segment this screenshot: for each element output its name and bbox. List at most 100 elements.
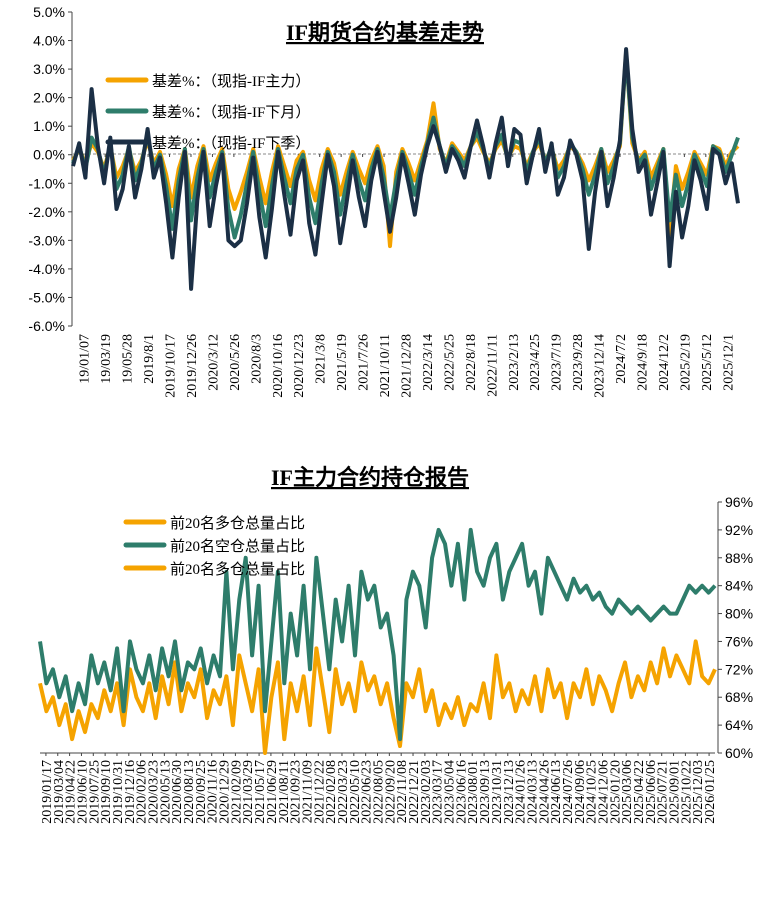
x-tick-label: 2020/02/06 — [135, 760, 150, 824]
x-tick-label: 2022/02/08 — [324, 760, 339, 824]
x-tick-label: 2019/06/10 — [75, 760, 90, 824]
y-tick-label: -1.0% — [28, 175, 65, 191]
y-tick-label: 68% — [725, 689, 753, 705]
y-tick-label: 92% — [725, 522, 753, 538]
basis-legend: 基差%：（现指-IF主力） 基差%：（现指-IF下月） 基差%：（现指-IF下季） — [105, 73, 310, 152]
x-tick-label: 2025/04/22 — [632, 760, 647, 824]
x-tick-label: 2023/9/28 — [571, 334, 586, 391]
y-tick-label: 60% — [725, 745, 753, 761]
x-tick-label: 2021/09/23 — [289, 760, 304, 824]
legend-label-1: 前20名多仓总量占比 — [170, 515, 305, 532]
x-tick-label: 2021/12/22 — [312, 760, 327, 824]
legend-label-1: 基差%：（现指-IF主力） — [152, 73, 310, 90]
y-tick-label: -4.0% — [28, 261, 65, 277]
y-tick-label: 96% — [725, 494, 753, 510]
x-tick-label: 2023/09/13 — [478, 760, 493, 824]
basis-x-axis: 19/01/07 19/03/19 19/05/28 2019/8/1 2019/10/… — [73, 153, 738, 398]
x-tick-label: 2021/10/11 — [378, 334, 393, 397]
x-tick-label: 2020/12/23 — [292, 334, 307, 398]
x-tick-label: 2024/09/06 — [573, 760, 588, 824]
legend-label-3: 基差%：（现指-IF下季） — [152, 135, 310, 152]
y-tick-label: 88% — [725, 550, 753, 566]
x-tick-label: 2019/10/17 — [164, 334, 179, 398]
x-tick-label: 2022/06/23 — [360, 760, 375, 824]
x-tick-label: 2023/2/13 — [507, 334, 522, 391]
x-tick-label: 2025/10/22 — [679, 760, 694, 824]
y-tick-label: -3.0% — [28, 232, 65, 248]
x-tick-label: 2021/11/09 — [300, 760, 315, 823]
position-series-lines — [38, 527, 717, 755]
basis-series-lines — [71, 47, 740, 291]
y-tick-label: 1.0% — [33, 118, 65, 134]
x-tick-label: 2025/09/01 — [668, 760, 683, 824]
x-tick-label: 2019/04/22 — [64, 760, 79, 824]
x-tick-label: 2024/12/2 — [657, 334, 672, 391]
x-tick-label: 2019/01/17 — [40, 760, 55, 824]
x-tick-label: 2023/02/03 — [419, 760, 434, 824]
y-tick-label: 3.0% — [33, 61, 65, 77]
x-tick-label: 2022/05/10 — [348, 760, 363, 824]
y-tick-label: 0.0% — [33, 147, 65, 163]
x-tick-label: 2023/4/25 — [528, 334, 543, 391]
x-tick-label: 2024/12/06 — [597, 760, 612, 824]
x-tick-label: 19/03/19 — [99, 334, 114, 384]
x-tick-label: 2019/09/10 — [99, 760, 114, 824]
x-tick-label: 2019/8/1 — [142, 334, 157, 384]
legend-label-2: 前20名空仓总量占比 — [170, 538, 305, 555]
x-tick-label: 2022/08/05 — [372, 760, 387, 824]
x-tick-label: 2020/8/3 — [249, 334, 264, 384]
x-tick-label: 2021/3/8 — [314, 334, 329, 384]
x-tick-label: 2022/3/14 — [421, 334, 436, 391]
x-tick-label: 2019/07/25 — [87, 760, 102, 824]
y-tick-label: 5.0% — [33, 4, 65, 20]
x-tick-label: 2022/8/18 — [464, 334, 479, 391]
x-tick-label: 2024/9/18 — [635, 334, 650, 391]
y-tick-label: 84% — [725, 578, 753, 594]
x-tick-label: 2023/06/16 — [454, 760, 469, 824]
y-tick-label: 76% — [725, 633, 753, 649]
x-tick-label: 2020/06/30 — [170, 760, 185, 824]
x-tick-label: 2024/10/25 — [585, 760, 600, 824]
x-tick-label: 2022/12/21 — [407, 760, 422, 824]
position-y-axis: 96% 92% 88% 84% 80% 76% 72% 68% 64% 60% — [717, 494, 753, 761]
x-tick-label: 2025/06/06 — [644, 760, 659, 824]
basis-chart-title: IF期货合约基差走势 — [286, 20, 484, 45]
x-tick-label: 19/01/07 — [78, 334, 93, 384]
x-tick-label: 2025/03/06 — [620, 760, 635, 824]
x-tick-label: 2023/10/31 — [490, 760, 505, 824]
series-line-1 — [38, 639, 717, 755]
x-tick-label: 2025/2/19 — [678, 334, 693, 391]
x-tick-label: 2020/09/25 — [194, 760, 209, 824]
y-tick-label: 72% — [725, 661, 753, 677]
y-tick-label: -2.0% — [28, 204, 65, 220]
basis-y-axis: 5.0% 4.0% 3.0% 2.0% 1.0% 0.0% -1.0% -2.0% -3.0% -… — [28, 4, 73, 334]
x-tick-label: 2022/11/08 — [395, 760, 410, 823]
position-chart: IF主力合约持仓报告 96% 92% 88% 84% 80% 76% 72% 68% 64% 60… — [38, 465, 753, 824]
y-tick-label: -6.0% — [28, 318, 65, 334]
x-tick-label: 2023/7/19 — [550, 334, 565, 391]
x-tick-label: 2025/12/03 — [691, 760, 706, 824]
position-x-axis: 2019/01/172019/03/042019/04/222019/06/10… — [40, 752, 718, 824]
x-tick-label: 2022/5/25 — [442, 334, 457, 391]
basis-chart: IF期货合约基差走势 5.0% 4.0% 3.0% 2.0% 1.0% 0.0% -1.0%… — [28, 4, 740, 398]
x-tick-label: 2021/08/11 — [277, 760, 292, 823]
x-tick-label: 2020/10/16 — [271, 334, 286, 398]
legend-label-2: 基差%：（现指-IF下月） — [152, 104, 310, 121]
x-tick-label: 2023/12/13 — [502, 760, 517, 824]
x-tick-label: 2024/03/13 — [525, 760, 540, 824]
position-chart-title: IF主力合约持仓报告 — [271, 465, 469, 490]
series-line-2 — [38, 527, 717, 742]
x-tick-label: 2021/05/17 — [253, 760, 268, 824]
x-tick-label: 2023/12/14 — [593, 334, 608, 398]
x-tick-label: 2020/3/12 — [206, 334, 221, 391]
x-tick-label: 2022/09/20 — [383, 760, 398, 824]
x-tick-label: 2020/03/23 — [147, 760, 162, 824]
x-tick-label: 2021/7/26 — [357, 334, 372, 391]
y-tick-label: 4.0% — [33, 33, 65, 49]
x-tick-label: 2024/7/2 — [614, 334, 629, 384]
x-tick-label: 2019/12/26 — [185, 334, 200, 398]
x-tick-label: 2020/05/13 — [158, 760, 173, 824]
x-tick-label: 2025/12/1 — [721, 334, 736, 391]
x-tick-label: 19/05/28 — [121, 334, 136, 384]
